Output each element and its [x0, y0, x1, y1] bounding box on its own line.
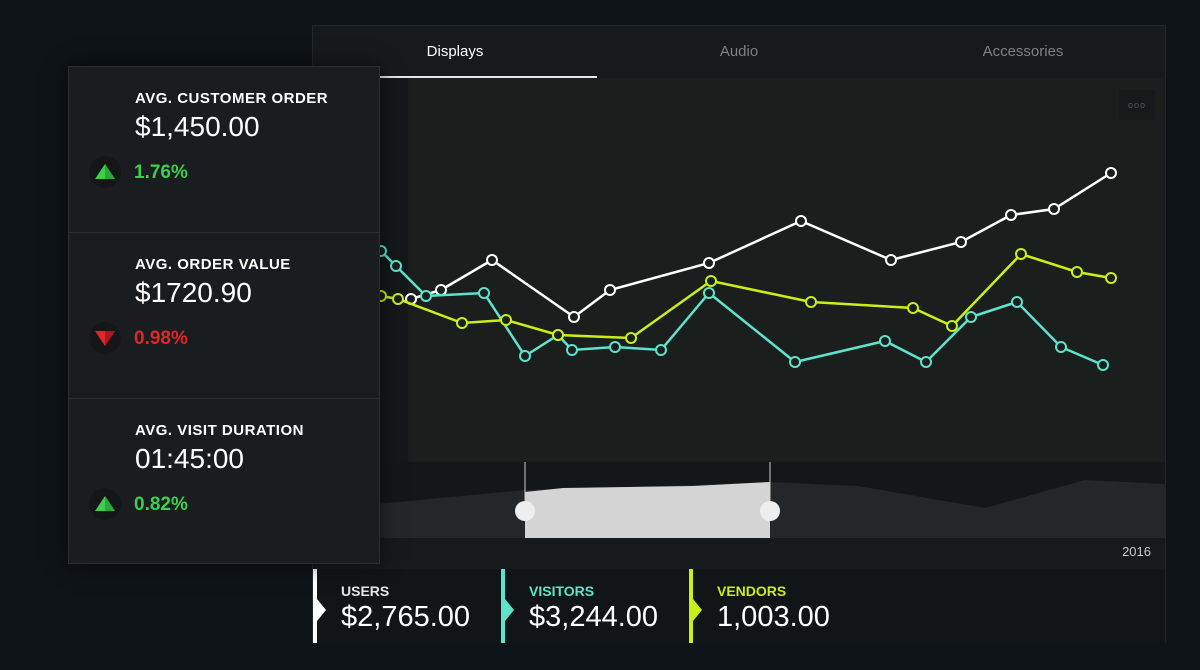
legend-value: 1,003.00	[717, 601, 830, 633]
navigator-handle-left[interactable]	[515, 501, 535, 521]
chart-card: Displays Audio Accessories ooo 2016 USER…	[312, 25, 1166, 643]
caret-right-icon	[317, 599, 326, 621]
kpi-title: AVG. VISIT DURATION	[135, 422, 304, 439]
navigator-handle-right[interactable]	[760, 501, 780, 521]
data-point-vendors[interactable]	[705, 275, 717, 287]
tab-displays[interactable]: Displays	[313, 26, 597, 78]
data-point-users[interactable]	[703, 257, 715, 269]
legend-name: VENDORS	[717, 583, 787, 599]
kpi-change: 1.76%	[134, 162, 188, 183]
data-point-vendors[interactable]	[907, 302, 919, 314]
kpi-avg-visit-duration: AVG. VISIT DURATION 01:45:00 0.82%	[69, 399, 379, 565]
data-point-visitors[interactable]	[789, 356, 801, 368]
data-point-vendors[interactable]	[946, 320, 958, 332]
data-point-visitors[interactable]	[1011, 296, 1023, 308]
line-chart-svg	[313, 78, 1117, 462]
data-point-visitors[interactable]	[609, 341, 621, 353]
data-point-vendors[interactable]	[805, 296, 817, 308]
legend-value: $2,765.00	[341, 601, 471, 633]
kpi-avg-order-value: AVG. ORDER VALUE $1720.90 0.98%	[69, 233, 379, 399]
year-label: 2016	[1122, 544, 1151, 559]
series-line-users	[410, 171, 1112, 319]
data-point-visitors[interactable]	[390, 260, 402, 272]
data-point-visitors[interactable]	[655, 344, 667, 356]
kpi-title: AVG. ORDER VALUE	[135, 256, 291, 273]
tab-bar: Displays Audio Accessories	[313, 26, 1165, 78]
data-point-visitors[interactable]	[1097, 359, 1109, 371]
series-line-visitors	[380, 250, 1104, 367]
series-line-vendors	[380, 252, 1112, 340]
data-point-visitors[interactable]	[420, 290, 432, 302]
navigator-selection[interactable]	[525, 482, 770, 538]
data-point-vendors[interactable]	[392, 293, 404, 305]
data-point-visitors[interactable]	[1055, 341, 1067, 353]
kpi-value: $1720.90	[135, 277, 252, 308]
kpi-value: 01:45:00	[135, 443, 244, 474]
legend-value: $3,244.00	[529, 601, 659, 633]
data-point-vendors[interactable]	[625, 332, 637, 344]
data-point-users[interactable]	[568, 311, 580, 323]
data-point-vendors[interactable]	[1105, 272, 1117, 284]
data-point-users[interactable]	[885, 254, 897, 266]
data-point-users[interactable]	[604, 284, 616, 296]
trend-up-icon	[89, 488, 121, 520]
tab-audio[interactable]: Audio	[719, 43, 759, 60]
legend-visitors[interactable]: VISITORS $3,244.00	[501, 569, 689, 643]
data-point-visitors[interactable]	[703, 287, 715, 299]
data-point-visitors[interactable]	[879, 335, 891, 347]
data-point-users[interactable]	[486, 254, 498, 266]
kpi-change: 0.98%	[134, 328, 188, 349]
data-point-visitors[interactable]	[519, 350, 531, 362]
kpi-panel: AVG. CUSTOMER ORDER $1,450.00 1.76% AVG.…	[68, 66, 380, 564]
legend-users[interactable]: USERS $2,765.00	[313, 569, 501, 643]
range-navigator[interactable]	[313, 462, 1165, 538]
data-point-vendors[interactable]	[1015, 248, 1027, 260]
data-point-users[interactable]	[795, 215, 807, 227]
kpi-change: 0.82%	[134, 494, 188, 515]
legend: USERS $2,765.00 VISITORS $3,244.00 VENDO…	[313, 569, 1165, 643]
trend-down-icon	[89, 322, 121, 354]
data-point-visitors[interactable]	[965, 311, 977, 323]
data-point-vendors[interactable]	[456, 317, 468, 329]
navigator-svg	[313, 462, 1165, 538]
trend-up-icon	[89, 156, 121, 188]
data-point-users[interactable]	[1105, 167, 1117, 179]
data-point-visitors[interactable]	[920, 356, 932, 368]
data-point-vendors[interactable]	[552, 329, 564, 341]
data-point-visitors[interactable]	[478, 287, 490, 299]
legend-name: VISITORS	[529, 583, 595, 599]
more-options-icon[interactable]: ooo	[1119, 90, 1155, 120]
data-point-visitors[interactable]	[566, 344, 578, 356]
caret-right-icon	[693, 599, 702, 621]
legend-name: USERS	[341, 583, 390, 599]
kpi-avg-customer-order: AVG. CUSTOMER ORDER $1,450.00 1.76%	[69, 67, 379, 233]
caret-right-icon	[505, 599, 514, 621]
tab-accessories[interactable]: Accessories	[982, 43, 1064, 60]
data-point-vendors[interactable]	[500, 314, 512, 326]
kpi-value: $1,450.00	[135, 111, 260, 142]
data-point-users[interactable]	[1048, 203, 1060, 215]
data-point-vendors[interactable]	[1071, 266, 1083, 278]
legend-vendors[interactable]: VENDORS 1,003.00	[689, 569, 877, 643]
data-point-users[interactable]	[955, 236, 967, 248]
data-point-users[interactable]	[1005, 209, 1017, 221]
kpi-title: AVG. CUSTOMER ORDER	[135, 90, 329, 107]
line-chart: ooo	[313, 78, 1165, 462]
data-point-users[interactable]	[435, 284, 447, 296]
